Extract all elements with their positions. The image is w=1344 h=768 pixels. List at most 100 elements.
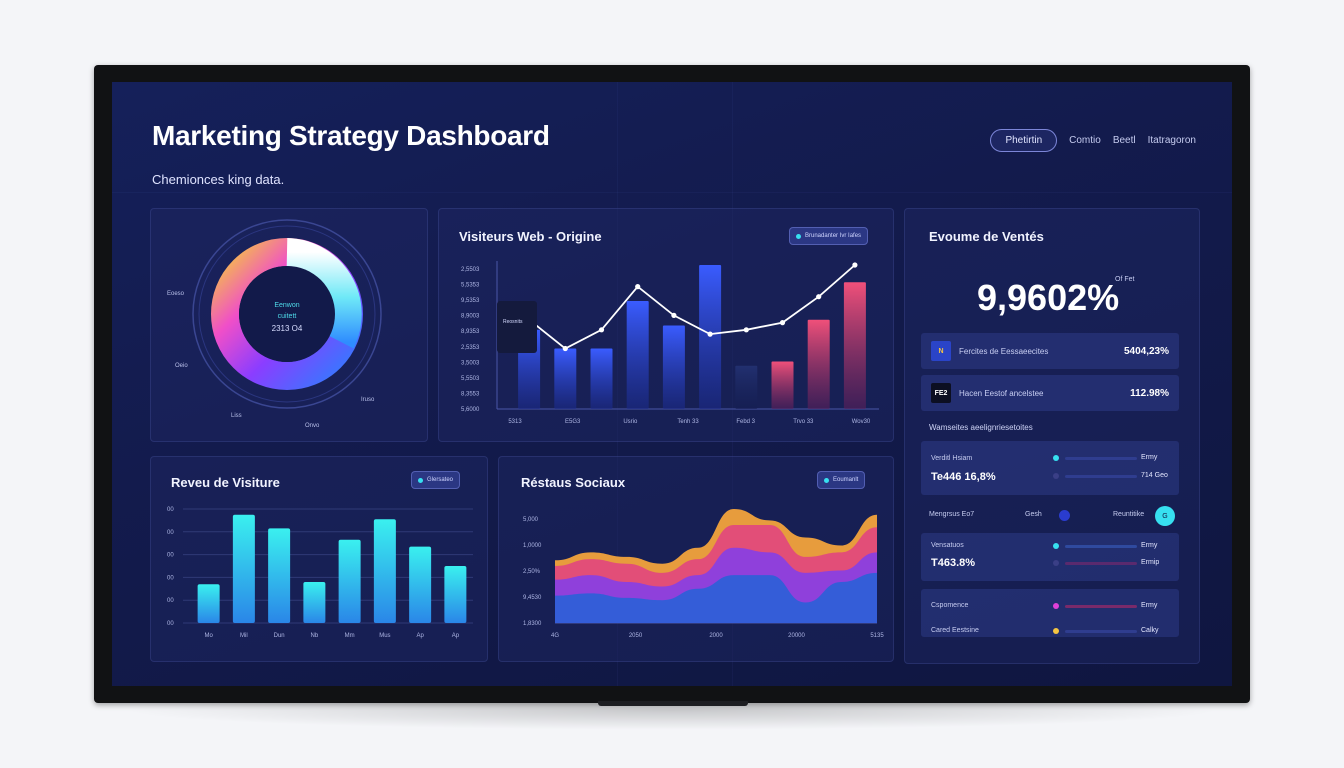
y-tick-label: 2,5353	[461, 345, 480, 351]
bar	[554, 348, 577, 409]
y-tick-label: 00	[167, 598, 174, 604]
x-tick-label: Febd 3	[736, 419, 755, 425]
y-tick-label: 5,5353	[461, 283, 480, 289]
x-tick-label: Ap	[452, 633, 460, 639]
status-dot-icon	[796, 233, 801, 239]
panel-title: Visiteurs Web - Origine	[459, 229, 602, 244]
legend-label: Reuntitike	[1113, 511, 1145, 518]
stat-label: Fercites de Eessaeecites	[959, 346, 1049, 356]
bar	[843, 282, 866, 409]
donut-outer-ring	[198, 225, 376, 403]
filter-pill[interactable]: Eoumanlt	[817, 471, 866, 489]
filter-pill[interactable]: Brunadanter Ivr Iafes	[789, 227, 869, 245]
y-tick-label: 2,5503	[461, 267, 480, 273]
area-series	[555, 572, 877, 623]
y-tick-label: 5,000	[523, 517, 539, 523]
bar	[409, 546, 432, 623]
filter-pill-label: Glersateo	[427, 477, 454, 483]
x-tick-label: Mo	[204, 633, 213, 639]
x-tick-label: 2050	[629, 633, 643, 639]
toggle-badge[interactable]: G	[1155, 506, 1175, 526]
x-tick-label: Tenh 33	[677, 419, 699, 425]
rank-box: Cspomence Ermy Cared Eestsine Calky	[921, 589, 1179, 637]
progress-bar	[1065, 630, 1137, 633]
trend-point	[671, 312, 677, 318]
y-tick-label: 00	[167, 621, 174, 627]
top-nav: Phetirtin Comtio Beetl Itatragoron	[990, 129, 1196, 152]
dashboard-screen: Marketing Strategy Dashboard Chemionces …	[112, 82, 1232, 686]
y-tick-label: 00	[167, 530, 174, 536]
y-tick-label: 1,8300	[523, 621, 542, 627]
tooltip-text: Reosnits	[503, 319, 523, 325]
rank-right: Ermip	[1141, 559, 1160, 566]
progress-bar	[1065, 605, 1137, 608]
donut-chart: Eenwon cuitett 2313 O4 Eoeso Oeio Liss O…	[167, 219, 382, 429]
trend-point	[598, 327, 605, 333]
chart-tooltip: Reosnits	[497, 301, 537, 353]
page-subtitle: Chemionces king data.	[152, 172, 285, 187]
trend-line	[528, 264, 856, 350]
filter-pill-label: Brunadanter Ivr Iafes	[805, 233, 862, 239]
x-tick-label: Dun	[274, 633, 285, 639]
donut-segment-cool	[286, 238, 362, 349]
sales-volume-panel: Evoume de Ventés 9,9602% Of Fet N Fercit…	[904, 208, 1200, 664]
legend-dot	[1053, 455, 1059, 461]
donut-outer-label: Eoeso	[167, 291, 185, 297]
bg-gridline	[617, 82, 618, 686]
y-tick-label: 9,5353	[461, 298, 480, 304]
y-tick-label: 00	[167, 553, 174, 559]
x-tick-label: 2000	[709, 633, 723, 639]
panel-title: Reveu de Visiture	[171, 475, 280, 490]
bar	[771, 361, 794, 409]
x-tick-label: Nb	[311, 633, 319, 639]
x-tick-label: Mus	[379, 633, 390, 639]
bar	[232, 514, 255, 623]
trend-point	[635, 284, 641, 290]
section-title: Wamseites aeelignriesetoites	[929, 423, 1033, 432]
x-tick-label: 20000	[788, 633, 805, 639]
legend-dot	[1053, 543, 1059, 549]
trend-point	[852, 262, 858, 268]
y-tick-label: 00	[167, 507, 174, 513]
bar	[807, 319, 830, 409]
y-tick-label: 5,6000	[461, 407, 480, 413]
y-tick-label: 3,5003	[461, 360, 480, 366]
trend-point	[562, 345, 568, 352]
trend-point	[707, 331, 713, 337]
rank-label: Vensatuos	[931, 542, 964, 549]
page-title: Marketing Strategy Dashboard	[152, 120, 550, 151]
nav-link[interactable]: Itatragoron	[1147, 135, 1196, 146]
rank-label: Verditl Hsiam	[931, 455, 973, 462]
x-tick-label: Usrio	[623, 419, 638, 425]
revenue-panel: Reveu de Visiture Glersateo 00 00 00 00 00 00…	[150, 456, 488, 662]
bar	[444, 566, 467, 623]
filter-pill[interactable]: Glersateo	[411, 471, 461, 489]
badge-icon: FE2	[931, 383, 951, 403]
nav-link[interactable]: Comtio	[1069, 135, 1101, 146]
progress-bar	[1065, 475, 1137, 478]
status-dot-icon	[824, 477, 829, 483]
legend-dot	[1053, 473, 1059, 479]
x-tick-label: Mm	[345, 633, 355, 639]
visitors-web-panel: Visiteurs Web - Origine Brunadanter Ivr …	[438, 208, 894, 442]
y-tick-label: 5,5503	[461, 376, 480, 382]
social-panel: Réstaus Sociaux Eoumanlt 5,000 1,0000 2,50…	[498, 456, 894, 662]
stat-value: 112.98%	[1130, 387, 1169, 399]
legend-label: Gesh	[1025, 511, 1042, 518]
donut-outer-label: Liss	[231, 413, 242, 419]
nav-tab-active[interactable]: Phetirtin	[990, 129, 1058, 152]
bar	[590, 348, 613, 409]
filter-pill-label: Eoumanlt	[833, 477, 859, 483]
x-tick-label: Wov30	[852, 419, 871, 425]
monitor-stand	[598, 701, 748, 706]
y-tick-label: 1,0000	[523, 543, 542, 549]
stat-row: N Fercites de Eessaeecites 5404,23%	[921, 333, 1179, 369]
bar	[197, 584, 220, 623]
trend-point	[779, 320, 786, 326]
legend-dot	[1059, 510, 1070, 521]
stat-label: Hacen Eestof ancelstee	[959, 388, 1044, 398]
donut-panel: Eenwon cuitett 2313 O4 Eoeso Oeio Liss O…	[150, 208, 428, 442]
visitors-web-chart: 2,5503 5,5353 9,5353 8,9003 8,9353 2,5353 3,50…	[461, 261, 879, 425]
nav-link[interactable]: Beetl	[1112, 135, 1136, 146]
stat-row: FE2 Hacen Eestof ancelstee 112.98%	[921, 375, 1179, 411]
